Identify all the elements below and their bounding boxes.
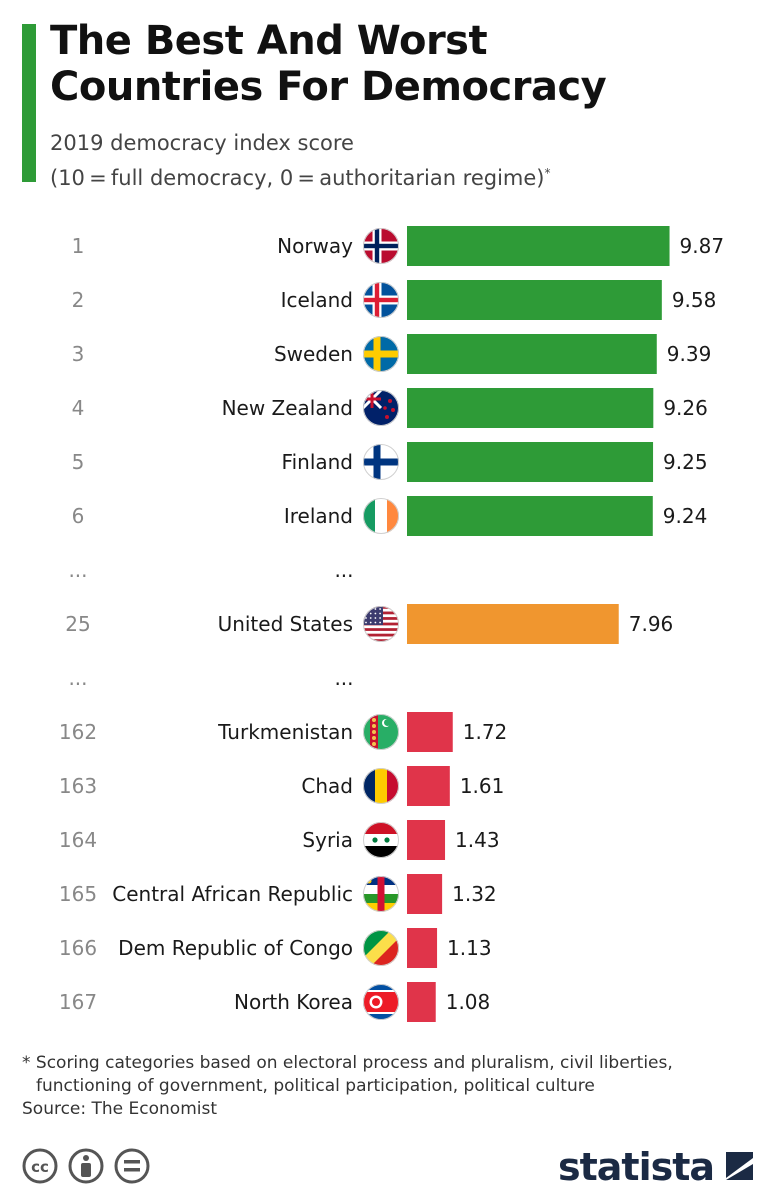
iceland-flag-icon	[363, 282, 399, 318]
bar-norway	[407, 226, 670, 266]
country-label-sweden: Sweden	[274, 342, 353, 366]
subtitle-footnote-mark: *	[544, 166, 551, 180]
subtitle-line-2-text: (10 = full democracy, 0 = authoritarian …	[50, 166, 545, 190]
congo-flag-icon	[363, 930, 399, 966]
country-label-chad: Chad	[301, 774, 353, 798]
rank-label-central-african-republic: 165	[59, 882, 97, 906]
no-derivatives-icon[interactable]	[114, 1148, 150, 1184]
value-label-norway: 9.87	[680, 234, 725, 258]
footnote: * Scoring categories based on electoral …	[22, 1052, 752, 1121]
country-label-dem-republic-of-congo: Dem Republic of Congo	[118, 936, 353, 960]
central-african-republic-flag-icon	[363, 876, 399, 912]
value-label-syria: 1.43	[455, 828, 500, 852]
footnote-line-1: * Scoring categories based on electoral …	[22, 1053, 673, 1073]
statista-logo[interactable]: statista	[558, 1140, 758, 1190]
license-icons: cc	[22, 1148, 150, 1184]
sweden-flag-icon	[363, 336, 399, 372]
new-zealand-flag-icon	[363, 390, 399, 426]
bar-turkmenistan	[407, 712, 453, 752]
title-line-2: Countries For Democracy	[50, 64, 607, 110]
country-label-norway: Norway	[277, 234, 353, 258]
statista-wordmark: statista	[558, 1145, 714, 1189]
bar-central-african-republic	[407, 874, 443, 914]
turkmenistan-flag-icon	[363, 714, 399, 750]
united-states-flag-icon	[363, 606, 399, 642]
country-label-finland: Finland	[282, 450, 353, 474]
chart-subtitle: 2019 democracy index score (10 = full de…	[50, 128, 750, 193]
footnote-line-2: functioning of government, political par…	[36, 1076, 595, 1096]
value-label-dem-republic-of-congo: 1.13	[447, 936, 492, 960]
title-accent-bar	[22, 24, 36, 182]
bar-dem-republic-of-congo	[407, 928, 438, 968]
bar-new-zealand	[407, 388, 654, 428]
country-ellipsis: ...	[334, 666, 353, 690]
country-label-central-african-republic: Central African Republic	[112, 882, 353, 906]
subtitle-line-1: 2019 democracy index score	[50, 131, 354, 155]
country-label-iceland: Iceland	[281, 288, 353, 312]
bar-ireland	[407, 496, 653, 536]
rank-label-north-korea: 167	[59, 990, 97, 1014]
country-label-united-states: United States	[218, 612, 353, 636]
value-label-north-korea: 1.08	[446, 990, 491, 1014]
value-label-central-african-republic: 1.32	[452, 882, 497, 906]
north-korea-flag-icon	[363, 984, 399, 1020]
attribution-icon[interactable]	[68, 1148, 104, 1184]
country-label-turkmenistan: Turkmenistan	[217, 720, 353, 744]
value-label-new-zealand: 9.26	[663, 396, 708, 420]
rank-label-turkmenistan: 162	[59, 720, 97, 744]
syria-flag-icon	[363, 822, 399, 858]
country-label-north-korea: North Korea	[234, 990, 353, 1014]
rank-label-finland: 5	[72, 450, 85, 474]
bar-iceland	[407, 280, 662, 320]
rank-label-chad: 163	[59, 774, 97, 798]
svg-text:cc: cc	[31, 1158, 49, 1176]
rank-ellipsis: ...	[68, 558, 87, 582]
democracy-bar-chart: 1 Norway 9.87 2 Iceland 9.58 3 Sweden 9.39 4 New Z…	[59, 226, 725, 1022]
value-label-united-states: 7.96	[629, 612, 674, 636]
bar-finland	[407, 442, 654, 482]
rank-label-sweden: 3	[72, 342, 85, 366]
value-label-finland: 9.25	[663, 450, 708, 474]
statista-mark-icon	[726, 1152, 753, 1180]
bar-united-states	[407, 604, 619, 644]
rank-label-new-zealand: 4	[72, 396, 85, 420]
finland-flag-icon	[363, 444, 399, 480]
value-label-sweden: 9.39	[667, 342, 712, 366]
chad-flag-icon	[363, 768, 399, 804]
country-label-syria: Syria	[302, 828, 353, 852]
country-label-ireland: Ireland	[284, 504, 353, 528]
country-ellipsis: ...	[334, 558, 353, 582]
norway-flag-icon	[363, 228, 399, 264]
rank-label-syria: 164	[59, 828, 97, 852]
title-line-1: The Best And Worst	[50, 18, 488, 64]
subtitle-line-2: (10 = full democracy, 0 = authoritarian …	[50, 158, 750, 193]
rank-label-dem-republic-of-congo: 166	[59, 936, 97, 960]
ireland-flag-icon	[363, 498, 399, 534]
bar-sweden	[407, 334, 657, 374]
chart-title: The Best And Worst Countries For Democra…	[50, 18, 750, 110]
rank-label-norway: 1	[72, 234, 85, 258]
rank-ellipsis: ...	[68, 666, 87, 690]
bar-syria	[407, 820, 446, 860]
country-label-new-zealand: New Zealand	[222, 396, 353, 420]
source-note: Source: The Economist	[22, 1099, 218, 1119]
value-label-chad: 1.61	[460, 774, 505, 798]
rank-label-ireland: 6	[72, 504, 85, 528]
value-label-iceland: 9.58	[672, 288, 717, 312]
rank-label-iceland: 2	[72, 288, 85, 312]
bar-north-korea	[407, 982, 436, 1022]
creative-commons-icon[interactable]: cc	[22, 1148, 58, 1184]
value-label-turkmenistan: 1.72	[463, 720, 508, 744]
rank-label-united-states: 25	[65, 612, 90, 636]
bar-chad	[407, 766, 450, 806]
value-label-ireland: 9.24	[663, 504, 708, 528]
